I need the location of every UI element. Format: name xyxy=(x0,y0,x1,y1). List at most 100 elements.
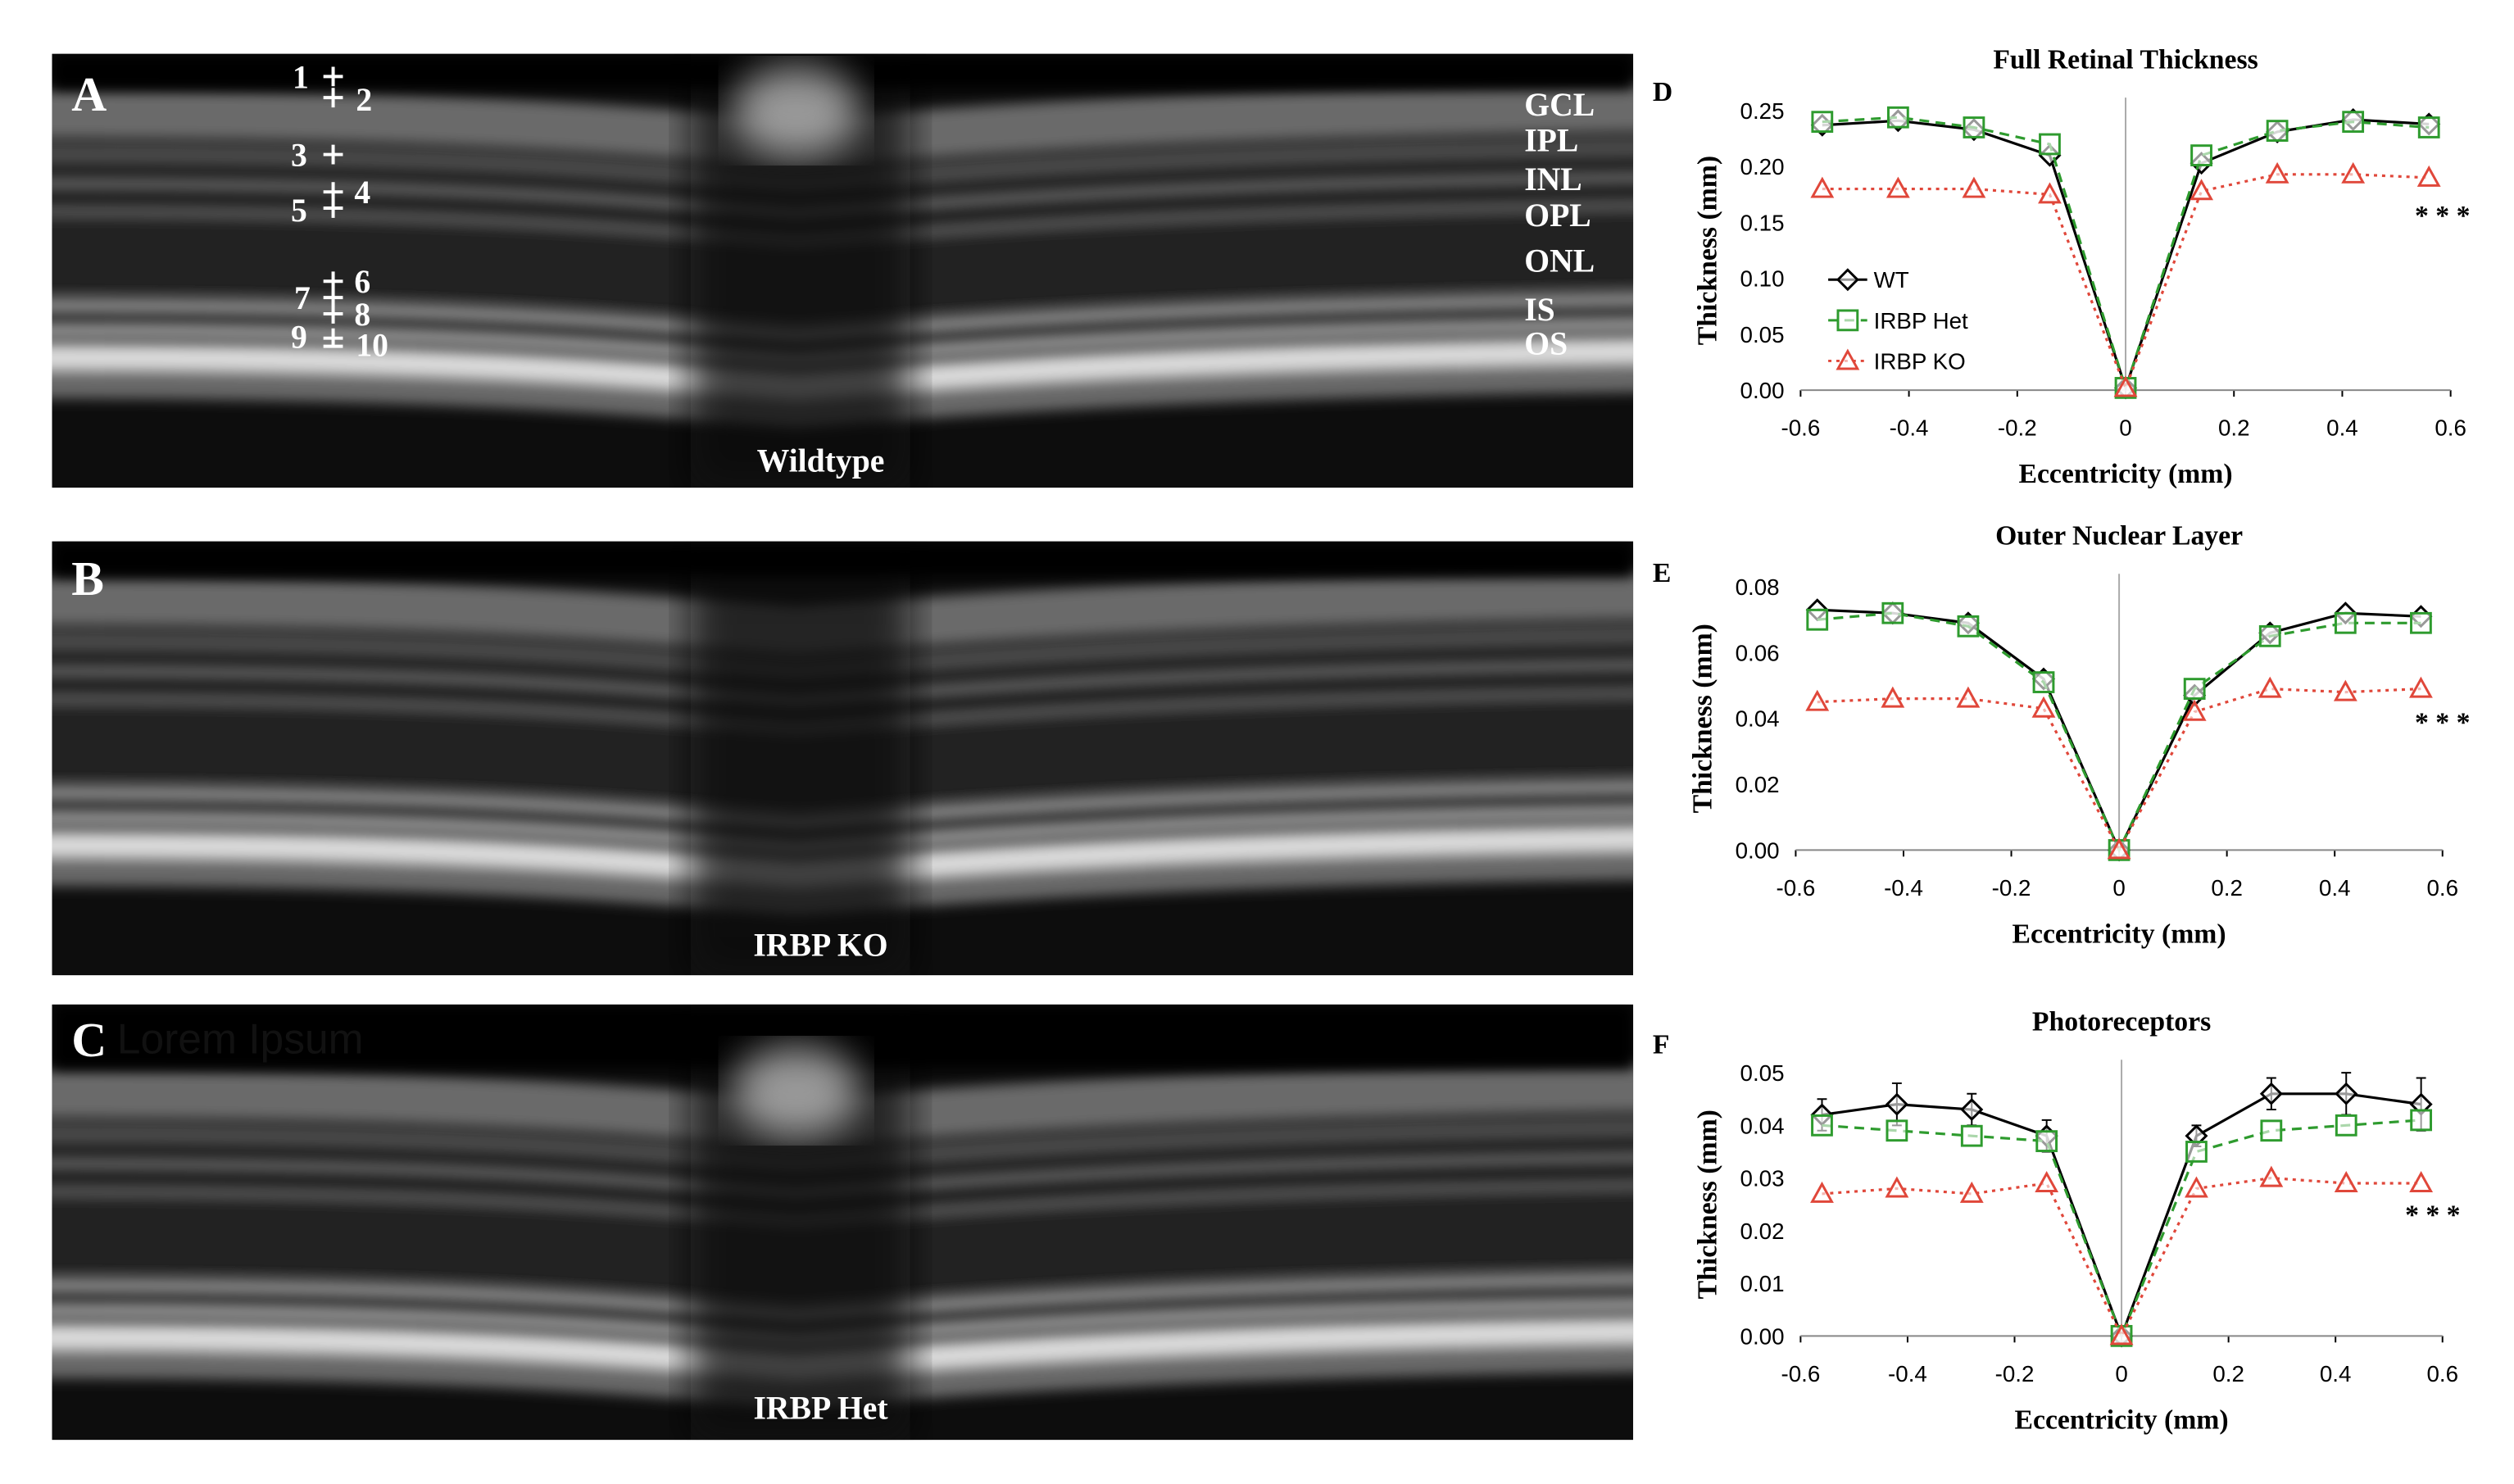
marker-label: 5 xyxy=(291,193,307,229)
marker xyxy=(2109,1323,2134,1346)
marker xyxy=(1956,686,1981,708)
retinal-band xyxy=(52,1117,1634,1176)
retinal-band xyxy=(52,624,1634,683)
y-tick-label: 0.00 xyxy=(1740,378,1785,403)
marker-label: 6 xyxy=(354,264,370,300)
marker-label: 4 xyxy=(354,175,370,211)
marker xyxy=(2183,678,2206,700)
x-tick-label: 0.4 xyxy=(2320,1361,2352,1386)
retinal-band xyxy=(52,805,1634,854)
x-tick-label: 0.2 xyxy=(2218,415,2250,441)
marker xyxy=(2266,120,2289,142)
marker xyxy=(2259,1165,2284,1187)
retinal-band xyxy=(52,1149,1634,1201)
image-caption: Wildtype xyxy=(757,442,885,479)
marker xyxy=(2258,676,2282,698)
marker xyxy=(2335,1082,2358,1105)
oct-image xyxy=(52,541,1634,976)
marker xyxy=(1836,348,1860,370)
marker xyxy=(2410,1109,2433,1132)
panel-letter: D xyxy=(1653,77,1672,107)
marker xyxy=(1886,106,1909,129)
marker xyxy=(1810,1181,1834,1203)
x-tick-label: 0.4 xyxy=(2319,875,2351,901)
chart-title: Full Retinal Thickness xyxy=(1993,44,2258,75)
y-tick-label: 0.02 xyxy=(1740,1219,1785,1244)
panel-letter: E xyxy=(1653,558,1671,588)
series-line xyxy=(1822,173,2430,392)
marker xyxy=(2341,161,2366,184)
marker xyxy=(2113,375,2138,397)
panel-letter: A xyxy=(71,67,107,121)
x-tick-label: 0 xyxy=(2119,415,2131,441)
x-tick-label: 0 xyxy=(2115,1361,2127,1386)
y-axis-label: Thickness (mm) xyxy=(1692,156,1722,345)
legend-label: WT xyxy=(1874,267,1909,293)
marker xyxy=(2416,165,2441,187)
marker xyxy=(1957,615,1980,638)
layer-label: OPL xyxy=(1524,197,1591,234)
marker xyxy=(1881,601,1904,624)
x-tick-label: -0.4 xyxy=(1884,875,1923,901)
marker-label: 7 xyxy=(294,280,311,316)
legend-label: IRBP Het xyxy=(1874,308,1968,334)
marker xyxy=(1881,686,1905,708)
retinal-band xyxy=(52,1297,1634,1346)
retinal-band xyxy=(52,197,1634,246)
marker xyxy=(1836,268,1859,292)
x-axis-label: Eccentricity (mm) xyxy=(2013,919,2226,949)
marker xyxy=(2409,1171,2434,1193)
series-line xyxy=(1817,688,2421,853)
x-tick-label: -0.6 xyxy=(1781,415,1820,441)
y-tick-label: 0.04 xyxy=(1740,1113,1785,1138)
marker xyxy=(2333,679,2357,701)
marker xyxy=(2182,699,2207,721)
layer-label: IPL xyxy=(1524,123,1578,159)
retinal-band xyxy=(52,1177,1634,1226)
marker xyxy=(2038,182,2062,204)
retinal-band xyxy=(52,169,1634,221)
marker xyxy=(1960,1124,1983,1147)
layer-label: INL xyxy=(1524,161,1582,197)
marker xyxy=(1959,1181,1984,1203)
y-tick-label: 0.00 xyxy=(1736,837,1780,863)
marker xyxy=(1811,111,1834,134)
overlay-text: Lorem Ipsum xyxy=(117,1014,364,1062)
panel-letter: F xyxy=(1653,1029,1670,1060)
x-tick-label: -0.4 xyxy=(1888,1361,1927,1386)
panel-letter: B xyxy=(71,551,104,606)
retinal-band xyxy=(52,317,1634,366)
retinal-band xyxy=(52,684,1634,733)
retinal-band xyxy=(52,1349,1634,1408)
marker xyxy=(1885,1176,1909,1198)
optic-nerve-shadow xyxy=(690,541,910,976)
retinal-band xyxy=(52,778,1634,831)
oct-image xyxy=(52,1004,1634,1441)
layer-label: GCL xyxy=(1524,87,1595,123)
y-tick-label: 0.01 xyxy=(1740,1271,1785,1296)
marker xyxy=(1805,689,1830,711)
marker-label: 8 xyxy=(354,297,370,333)
x-tick-label: 0.6 xyxy=(2426,1361,2458,1386)
marker xyxy=(1810,176,1835,198)
x-tick-label: 0.2 xyxy=(2212,1361,2244,1386)
marker xyxy=(2035,1171,2059,1193)
legend-label: IRBP KO xyxy=(1874,348,1966,374)
y-tick-label: 0.10 xyxy=(1740,266,1785,292)
significance: * * * xyxy=(2405,1200,2460,1231)
marker xyxy=(2417,116,2440,138)
marker xyxy=(1963,116,1985,138)
y-axis-label: Thickness (mm) xyxy=(1687,624,1718,813)
marker xyxy=(2039,133,2061,156)
x-tick-label: 0.4 xyxy=(2326,415,2358,441)
line-chart: Photoreceptors F Thickness (mm) Eccentricit… xyxy=(1653,1007,2461,1436)
marker xyxy=(2265,161,2289,184)
top-dark xyxy=(52,541,1634,578)
y-tick-label: 0.25 xyxy=(1740,98,1785,124)
x-tick-label: -0.2 xyxy=(1995,1361,2035,1386)
y-tick-label: 0.03 xyxy=(1740,1166,1785,1191)
marker-label: 1 xyxy=(293,59,309,95)
marker xyxy=(1885,1092,1908,1116)
